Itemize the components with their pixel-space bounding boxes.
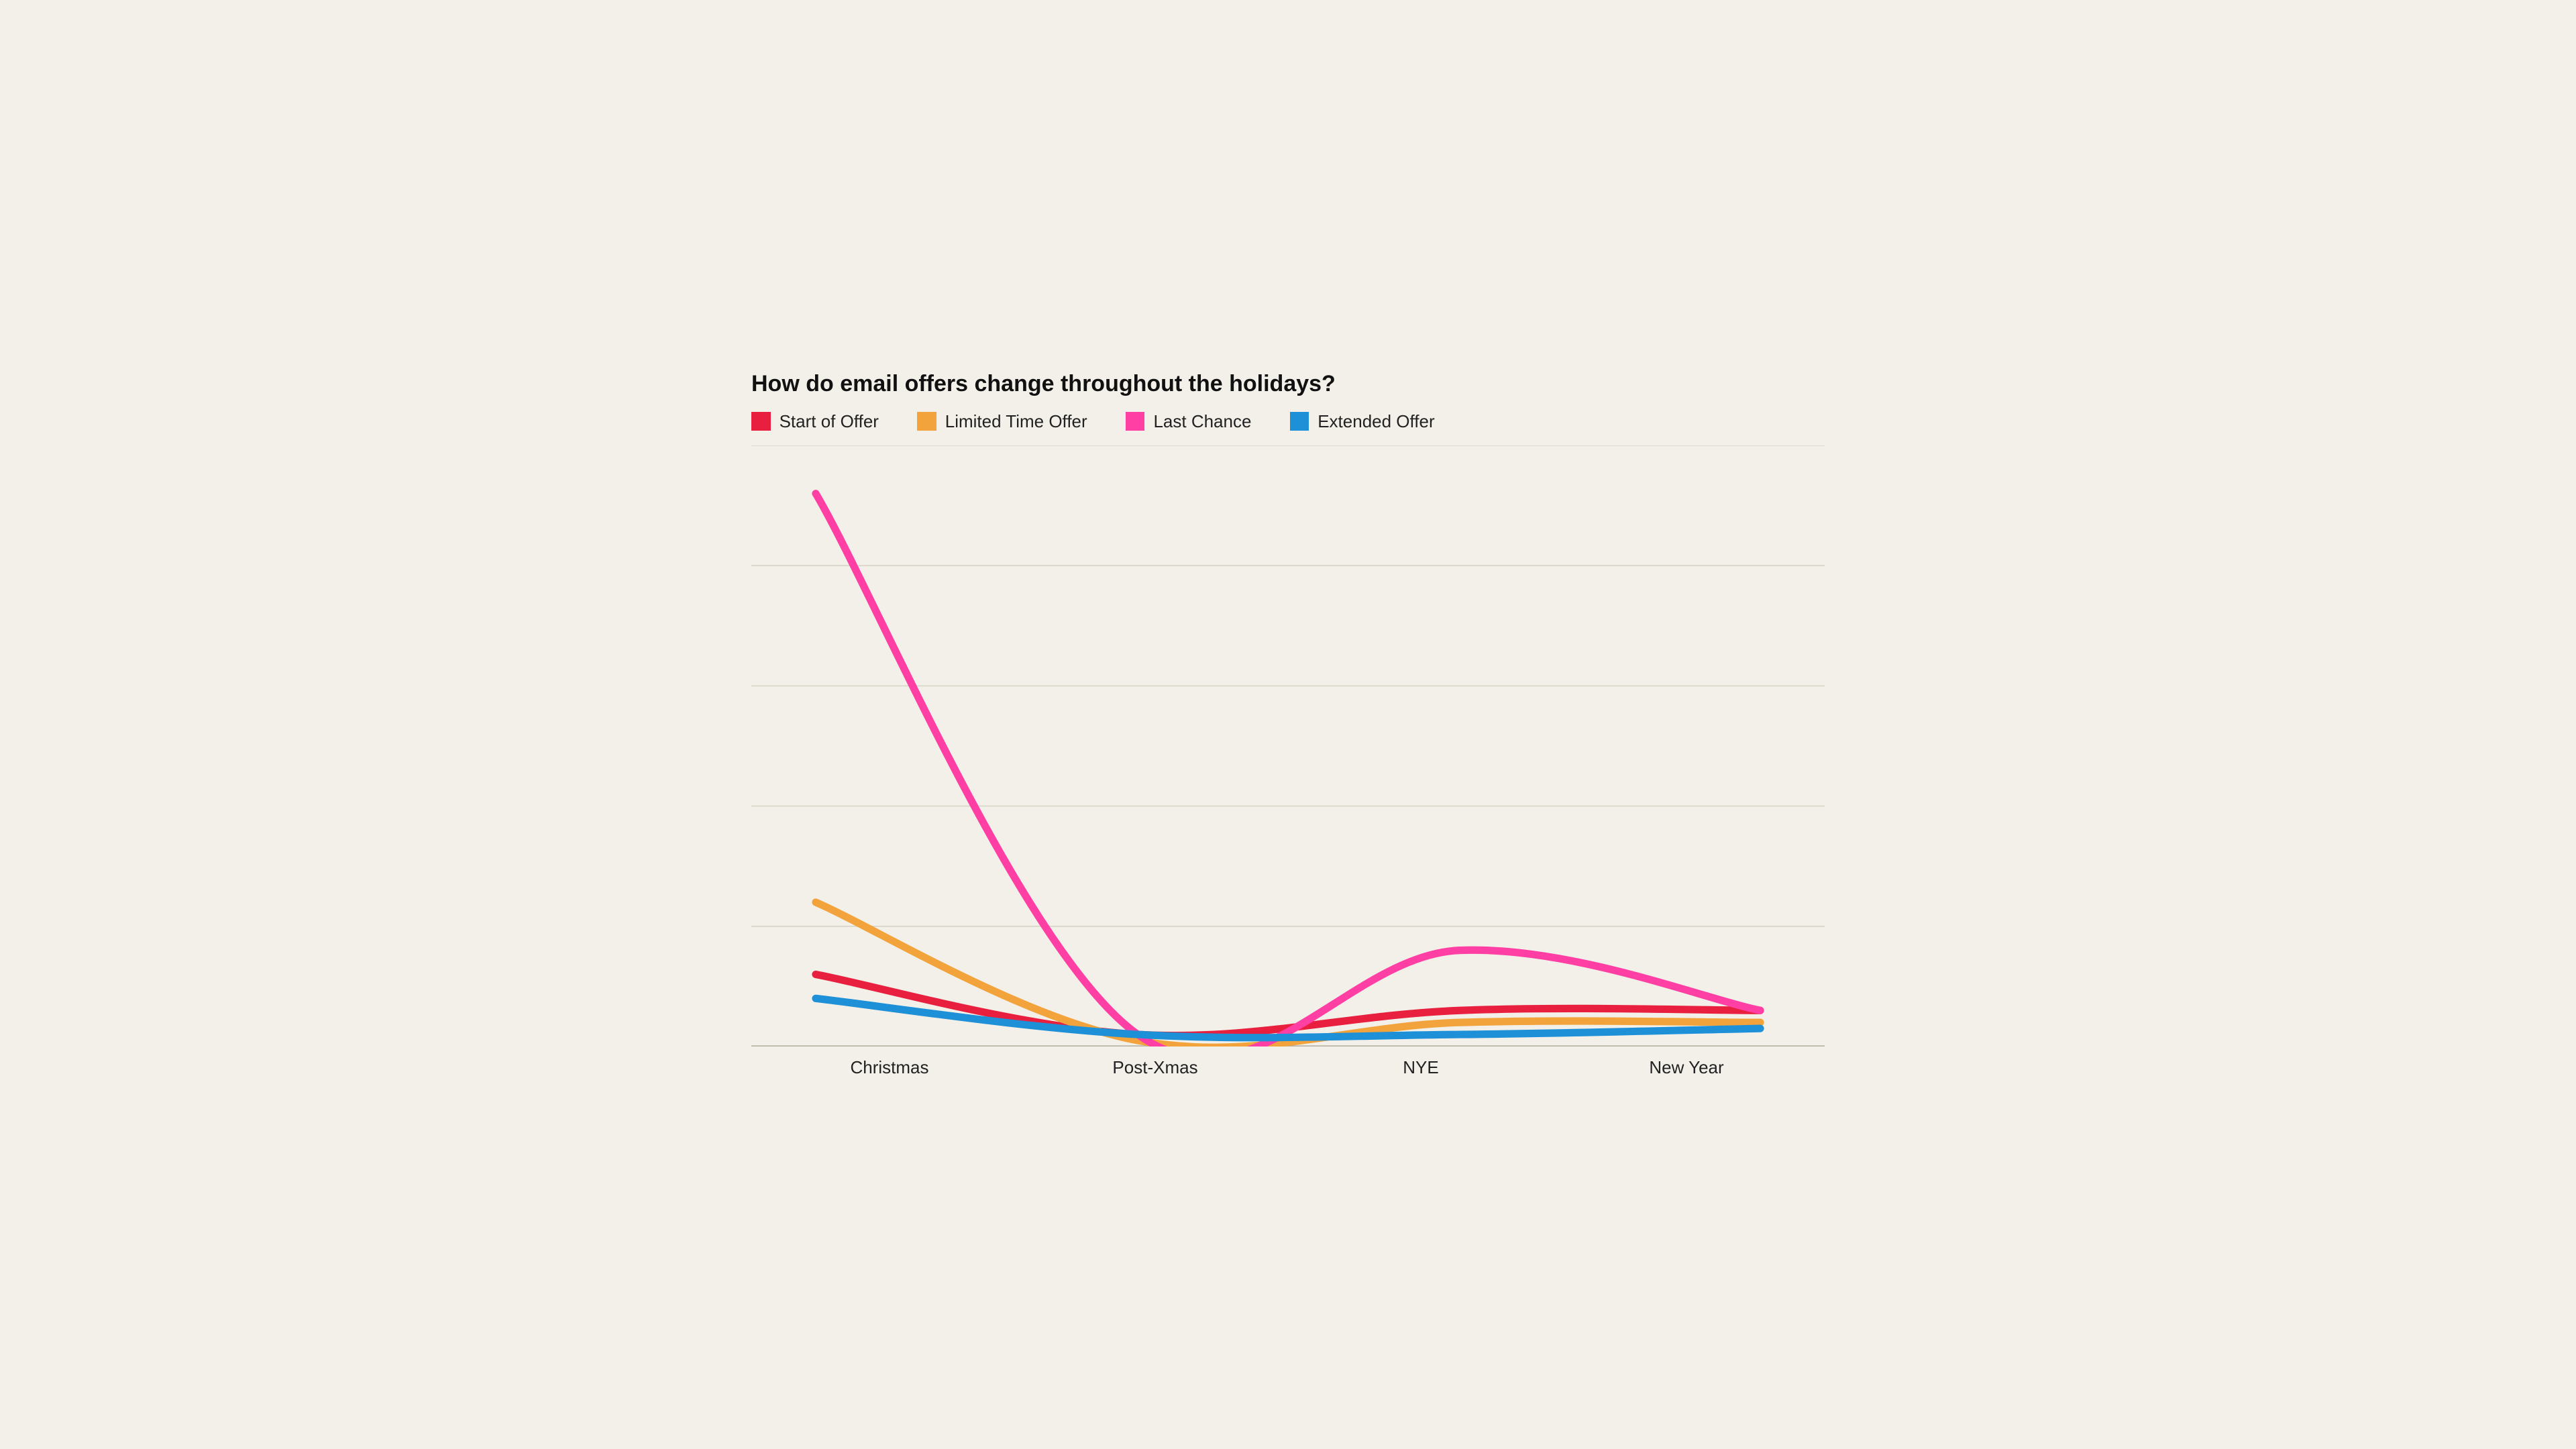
legend-swatch (751, 412, 771, 431)
legend-label: Start of Offer (780, 411, 879, 432)
x-axis-label: New Year (1554, 1057, 1819, 1078)
chart-title: How do email offers change throughout th… (751, 371, 1825, 397)
chart-container: How do email offers change throughout th… (751, 371, 1825, 1078)
legend-item: Start of Offer (751, 411, 879, 432)
chart-legend: Start of Offer Limited Time Offer Last Cha… (751, 411, 1825, 432)
series-line (816, 494, 1760, 1046)
legend-item: Extended Offer (1290, 411, 1435, 432)
series-line (816, 975, 1760, 1036)
legend-swatch (917, 412, 936, 431)
x-axis-label: NYE (1288, 1057, 1554, 1078)
legend-swatch (1126, 412, 1145, 431)
legend-item: Limited Time Offer (917, 411, 1087, 432)
legend-item: Last Chance (1126, 411, 1252, 432)
legend-label: Last Chance (1153, 411, 1251, 432)
legend-label: Limited Time Offer (945, 411, 1087, 432)
chart-x-axis: ChristmasPost-XmasNYENew Year (751, 1057, 1825, 1078)
x-axis-label: Christmas (757, 1057, 1022, 1078)
legend-label: Extended Offer (1318, 411, 1434, 432)
x-axis-label: Post-Xmas (1022, 1057, 1288, 1078)
chart-svg (751, 445, 1825, 1046)
legend-swatch (1290, 412, 1309, 431)
chart-plot (751, 445, 1825, 1046)
